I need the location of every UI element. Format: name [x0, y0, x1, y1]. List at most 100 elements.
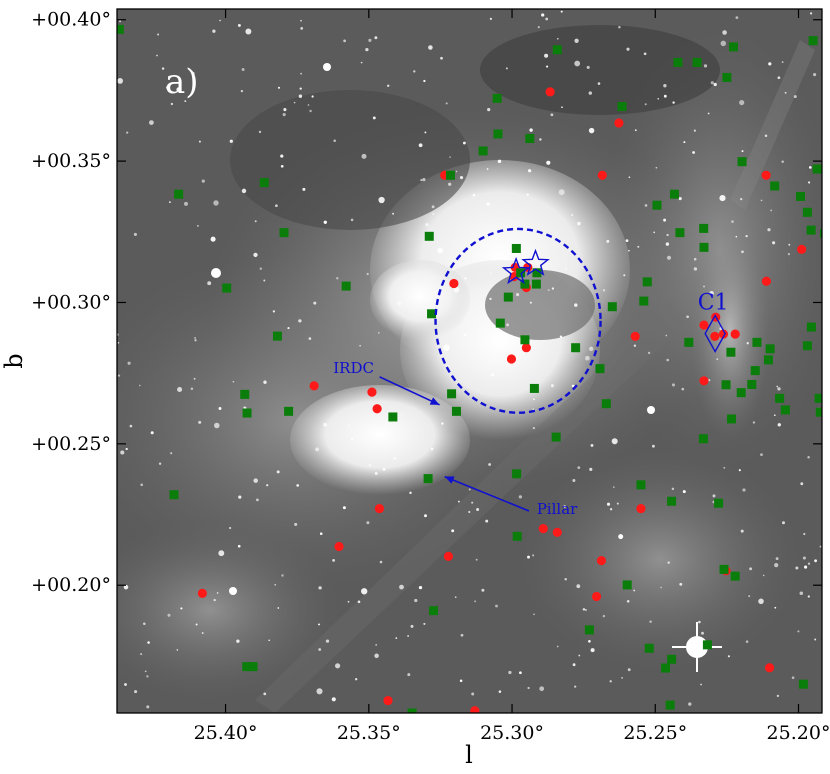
background-star: [532, 427, 535, 430]
background-star: [682, 490, 686, 494]
green-square-source: [750, 366, 760, 376]
background-star: [195, 623, 198, 626]
green-square-source: [775, 393, 785, 403]
background-star: [585, 355, 590, 361]
green-square-source: [714, 498, 724, 508]
background-star: [143, 622, 146, 626]
background-star: [563, 505, 566, 508]
x-tick-label: 25.30°: [480, 722, 544, 744]
green-square-source: [525, 133, 535, 143]
background-star: [558, 189, 565, 196]
background-star: [423, 79, 426, 83]
background-star: [672, 101, 675, 104]
green-square-source: [737, 157, 747, 167]
green-square-source: [770, 181, 780, 191]
background-star: [625, 239, 629, 243]
background-star: [311, 95, 314, 98]
background-star: [735, 16, 739, 20]
background-star: [719, 195, 726, 202]
background-star: [232, 380, 235, 383]
background-star: [298, 319, 302, 323]
red-circle-source: [699, 320, 709, 330]
background-star: [797, 630, 800, 633]
background-star: [441, 422, 444, 425]
background-star: [117, 374, 121, 377]
background-star: [144, 670, 147, 673]
background-star: [807, 562, 811, 565]
background-star: [666, 358, 670, 362]
background-star: [146, 705, 150, 709]
green-square-source: [806, 322, 816, 332]
green-square-source: [669, 189, 679, 199]
background-star: [644, 204, 648, 207]
green-square-source: [722, 72, 732, 82]
background-star: [808, 181, 811, 184]
background-star: [741, 150, 744, 153]
background-star: [774, 606, 777, 609]
annotation-arrow-head: [429, 397, 440, 405]
background-star: [586, 65, 590, 69]
green-square-source: [424, 231, 434, 241]
background-star: [665, 334, 668, 337]
background-star: [313, 301, 317, 305]
background-star: [218, 550, 225, 557]
background-star: [481, 588, 485, 592]
background-star: [425, 298, 428, 301]
background-star: [487, 107, 491, 112]
background-star: [280, 164, 284, 168]
background-star: [807, 595, 810, 598]
background-star: [653, 231, 656, 234]
green-square-source: [492, 93, 502, 103]
background-star: [773, 414, 776, 417]
dashed-ellipse-region: [434, 227, 602, 414]
background-star: [485, 519, 489, 523]
background-star: [777, 76, 781, 80]
background-star: [505, 67, 508, 70]
background-star: [574, 303, 578, 307]
background-star: [527, 686, 530, 690]
background-star: [359, 344, 361, 347]
background-star: [572, 478, 576, 483]
background-star: [582, 608, 586, 611]
red-circle-source: [545, 87, 555, 97]
background-star: [350, 437, 354, 441]
background-star: [666, 255, 672, 260]
background-star: [198, 140, 201, 143]
green-square-source: [747, 379, 757, 389]
background-star: [325, 639, 330, 643]
background-star: [709, 290, 714, 296]
green-square-source: [719, 564, 729, 574]
background-star: [176, 87, 182, 92]
background-star: [764, 134, 768, 138]
background-star: [621, 676, 624, 679]
background-star: [533, 613, 535, 616]
background-star: [776, 385, 779, 388]
background-star: [628, 176, 631, 179]
red-circle-source: [699, 376, 709, 386]
background-star: [117, 341, 120, 344]
annotation-layer: C1 IRDC Pillar: [333, 291, 728, 518]
background-star: [228, 526, 232, 530]
background-star: [240, 89, 244, 93]
diamond-marker-c1: [704, 314, 726, 354]
background-star: [294, 522, 298, 526]
red-circle-source: [552, 527, 562, 537]
background-star: [201, 632, 204, 634]
background-star: [449, 156, 451, 158]
background-star: [266, 484, 269, 487]
background-star: [777, 423, 781, 427]
background-star: [197, 225, 199, 227]
background-star: [184, 201, 188, 206]
background-star: [710, 81, 714, 85]
green-square-source: [763, 355, 773, 365]
background-star: [692, 151, 695, 154]
background-star: [422, 177, 426, 182]
background-star: [463, 333, 467, 337]
background-star: [428, 45, 433, 50]
background-star: [298, 94, 303, 98]
green-square-source: [532, 268, 542, 278]
red-circle-source: [591, 591, 602, 602]
background-star: [576, 584, 581, 589]
background-star: [529, 301, 532, 304]
green-square-source: [520, 279, 530, 289]
